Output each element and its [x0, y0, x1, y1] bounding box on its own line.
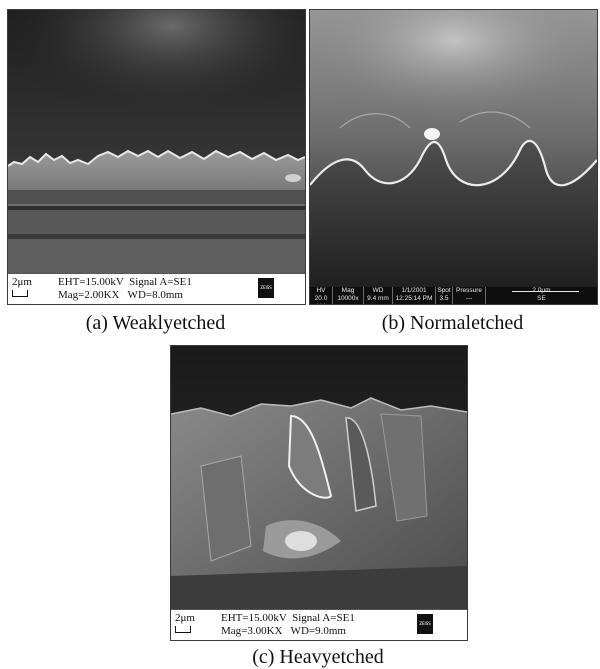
caption-c: (c) Heavyetched	[252, 646, 384, 668]
zeiss-logo: ZEISS	[417, 614, 433, 634]
scale-bar: 2μm	[12, 276, 32, 297]
scale-bar: 2.0μm SE	[486, 287, 597, 304]
scale-label: 2μm	[175, 612, 195, 624]
sem-image-weakly-etched: 2μm EHT=15.00kV Signal A=SE1 Mag=2.00KX …	[7, 9, 306, 305]
param-wd: WD 9.4 mm	[364, 287, 393, 304]
caption-b: (b) Normaletched	[381, 312, 524, 334]
sem-info-bar: 2μm EHT=15.00kV Signal A=SE1 Mag=2.00KX …	[8, 273, 305, 304]
sem-micrograph-a	[8, 10, 305, 304]
scale-label: 2μm	[12, 276, 32, 288]
sem-parameters: EHT=15.00kV Signal A=SE1 Mag=3.00KX WD=9…	[221, 612, 355, 638]
zeiss-logo: ZEISS	[258, 278, 274, 298]
sem-info-bar: 2μm EHT=15.00kV Signal A=SE1 Mag=3.00KX …	[171, 609, 467, 640]
sem-parameters: EHT=15.00kV Signal A=SE1 Mag=2.00KX WD=8…	[58, 276, 192, 302]
detector-label: SE	[537, 295, 546, 302]
sem-micrograph-b	[310, 10, 597, 304]
param-date: 1/1/2001 12:25:14 PM	[393, 287, 436, 304]
param-line-2: Mag=2.00KX WD=8.0mm	[58, 289, 183, 301]
sem-image-heavy-etched: 2μm EHT=15.00kV Signal A=SE1 Mag=3.00KX …	[170, 345, 468, 641]
param-line-2: Mag=3.00KX WD=9.0mm	[221, 625, 346, 637]
param-line-1: EHT=15.00kV Signal A=SE1	[58, 276, 192, 288]
caption-a: (a) Weaklyetched	[85, 312, 226, 334]
param-pressure: Pressure ---	[453, 287, 486, 304]
param-mag: Mag 10000x	[333, 287, 364, 304]
param-line-1: EHT=15.00kV Signal A=SE1	[221, 612, 355, 624]
scale-bar: 2μm	[175, 612, 195, 633]
scale-label: 2.0μm	[532, 287, 551, 294]
param-spot: Spot 3.5	[436, 287, 453, 304]
sem-micrograph-c	[171, 346, 467, 640]
